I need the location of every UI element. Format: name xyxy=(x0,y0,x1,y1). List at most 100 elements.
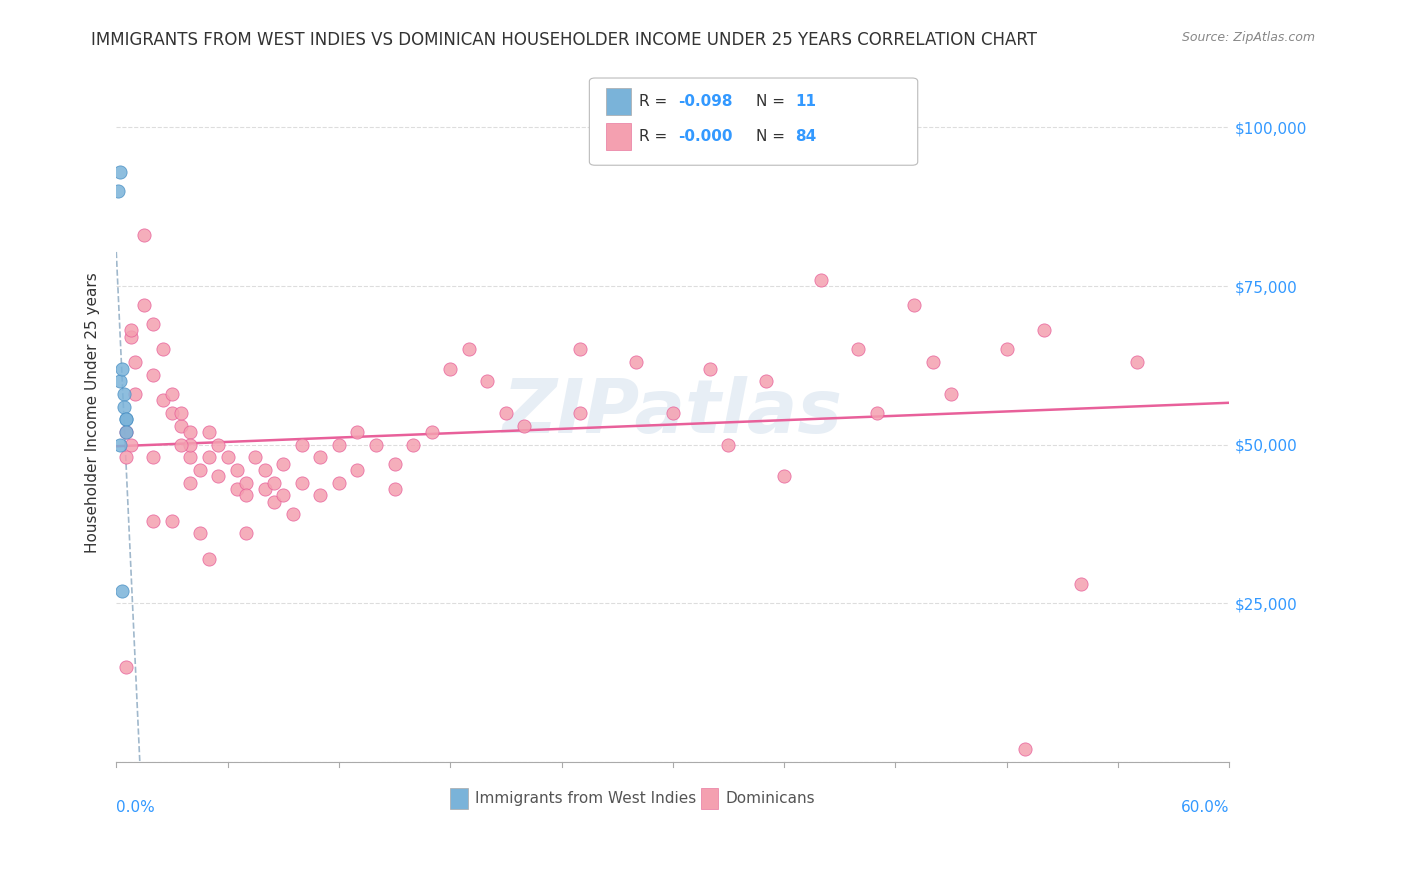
Point xyxy=(112,387,135,401)
Point xyxy=(1014,742,1036,756)
Point xyxy=(773,469,796,483)
Point xyxy=(120,323,142,337)
Point xyxy=(114,450,136,465)
Point xyxy=(384,457,406,471)
Text: Dominicans: Dominicans xyxy=(725,791,815,806)
Point xyxy=(699,361,721,376)
Point xyxy=(569,343,592,357)
Point xyxy=(263,494,285,508)
Point xyxy=(114,412,136,426)
Point xyxy=(198,425,221,439)
FancyBboxPatch shape xyxy=(606,123,630,150)
Point xyxy=(179,450,201,465)
Point xyxy=(263,475,285,490)
Point xyxy=(866,406,889,420)
Text: -0.098: -0.098 xyxy=(679,95,733,109)
Text: Immigrants from West Indies: Immigrants from West Indies xyxy=(475,791,696,806)
Point xyxy=(253,463,276,477)
Point xyxy=(439,361,461,376)
Point xyxy=(207,437,229,451)
Point xyxy=(225,482,247,496)
Point xyxy=(810,273,832,287)
Point xyxy=(124,355,146,369)
Text: 0.0%: 0.0% xyxy=(117,800,155,815)
Point xyxy=(152,343,174,357)
Point xyxy=(142,317,165,331)
Point xyxy=(160,514,183,528)
Point xyxy=(112,400,135,414)
Point xyxy=(1032,323,1054,337)
Point xyxy=(198,551,221,566)
Point xyxy=(364,437,387,451)
Point xyxy=(346,425,368,439)
Point xyxy=(235,475,257,490)
Text: R =: R = xyxy=(640,129,672,145)
Point xyxy=(495,406,517,420)
Point xyxy=(170,418,193,433)
FancyBboxPatch shape xyxy=(700,789,718,809)
Point xyxy=(142,514,165,528)
Text: 84: 84 xyxy=(796,129,817,145)
Point xyxy=(662,406,685,420)
Point xyxy=(120,437,142,451)
Point xyxy=(271,457,294,471)
Point xyxy=(939,387,962,401)
Point xyxy=(402,437,425,451)
Point xyxy=(108,437,131,451)
Point xyxy=(108,165,131,179)
Point xyxy=(114,412,136,426)
Point xyxy=(1125,355,1147,369)
Point xyxy=(384,482,406,496)
Text: Source: ZipAtlas.com: Source: ZipAtlas.com xyxy=(1181,31,1315,45)
Y-axis label: Householder Income Under 25 years: Householder Income Under 25 years xyxy=(86,273,100,553)
Point xyxy=(235,488,257,502)
Text: 60.0%: 60.0% xyxy=(1181,800,1229,815)
Point xyxy=(624,355,647,369)
Point xyxy=(198,450,221,465)
Text: ZIPatlas: ZIPatlas xyxy=(503,376,842,450)
Point xyxy=(107,184,129,198)
Point xyxy=(328,475,350,490)
Point xyxy=(114,659,136,673)
Point xyxy=(142,368,165,382)
Text: R =: R = xyxy=(640,95,672,109)
Point xyxy=(995,343,1018,357)
Point xyxy=(188,463,211,477)
Point xyxy=(111,583,134,598)
Point xyxy=(420,425,443,439)
Point xyxy=(291,437,314,451)
Point xyxy=(309,450,332,465)
Point xyxy=(170,437,193,451)
Point xyxy=(207,469,229,483)
Point xyxy=(291,475,314,490)
Point xyxy=(717,437,740,451)
FancyBboxPatch shape xyxy=(450,789,468,809)
Point xyxy=(569,406,592,420)
Point xyxy=(132,298,155,312)
Point xyxy=(328,437,350,451)
Point xyxy=(114,425,136,439)
Point xyxy=(132,228,155,243)
Point xyxy=(124,387,146,401)
Point xyxy=(111,361,134,376)
Point xyxy=(346,463,368,477)
Point xyxy=(281,508,304,522)
Point xyxy=(921,355,943,369)
Point xyxy=(217,450,239,465)
Point xyxy=(152,393,174,408)
Text: 11: 11 xyxy=(796,95,817,109)
Point xyxy=(108,374,131,388)
Point xyxy=(179,475,201,490)
Text: IMMIGRANTS FROM WEST INDIES VS DOMINICAN HOUSEHOLDER INCOME UNDER 25 YEARS CORRE: IMMIGRANTS FROM WEST INDIES VS DOMINICAN… xyxy=(91,31,1038,49)
Point xyxy=(225,463,247,477)
Text: N =: N = xyxy=(756,95,790,109)
FancyBboxPatch shape xyxy=(606,88,630,115)
Point xyxy=(160,406,183,420)
Point xyxy=(253,482,276,496)
Point xyxy=(114,425,136,439)
Text: N =: N = xyxy=(756,129,790,145)
Text: -0.000: -0.000 xyxy=(679,129,733,145)
Point xyxy=(846,343,869,357)
Point xyxy=(309,488,332,502)
Point xyxy=(142,450,165,465)
